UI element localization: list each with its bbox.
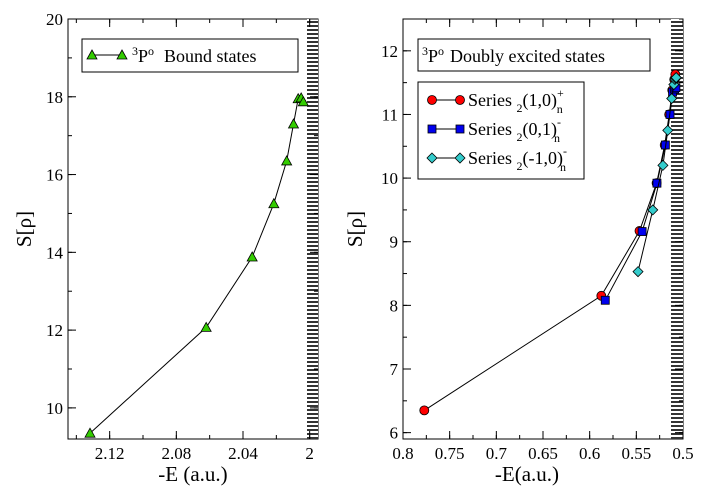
series-line xyxy=(89,97,304,434)
data-point xyxy=(297,96,310,107)
x-tick-label: 0.8 xyxy=(392,444,413,463)
y-tick-label: 9 xyxy=(390,233,399,252)
data-point xyxy=(652,178,662,188)
y-tick-labels-left: 10 12 14 16 18 20 xyxy=(46,10,64,418)
data-point xyxy=(670,71,682,84)
x-tick-labels-right: 0.8 0.75 0.7 0.65 0.6 0.55 0.5 xyxy=(392,444,693,463)
title-text-right: 3Po Doubly excited states xyxy=(422,44,605,66)
y-tick-label: 10 xyxy=(381,169,398,188)
series-line xyxy=(637,77,677,272)
x-tick-label: 2.04 xyxy=(228,444,258,463)
legend-left: 3Po Bound states xyxy=(81,38,299,73)
data-point xyxy=(657,159,669,171)
y-tick-label: 11 xyxy=(382,105,398,124)
x-tick-label: 0.65 xyxy=(528,444,558,463)
legend-marker xyxy=(427,124,437,134)
data-point xyxy=(662,124,674,136)
y-tick-labels-right: 6 7 8 9 10 11 12 xyxy=(381,42,399,443)
series-line xyxy=(604,87,677,301)
data-point xyxy=(600,295,610,305)
data-point xyxy=(632,266,644,278)
legend-label: Series 2(0,1)-n xyxy=(468,115,561,145)
y-tick-label: 12 xyxy=(381,42,398,61)
x-axis-label-left: -E (a.u.) xyxy=(158,462,227,486)
series-layer-left xyxy=(84,92,310,438)
doubly-excited-panel: 6 7 8 9 10 11 12 0.8 0.75 0.7 0.65 0.6 0.55 0.5 -E(a… xyxy=(343,18,694,486)
y-axis-label-right: S[ρ] xyxy=(343,211,367,247)
legend-marker xyxy=(455,124,465,134)
data-point xyxy=(268,197,280,209)
plot-frame-left xyxy=(67,18,319,440)
tick-marks-right xyxy=(402,18,684,439)
y-tick-label: 12 xyxy=(46,321,63,340)
legend-marker-triangle xyxy=(116,49,128,60)
series-layer-right xyxy=(419,69,682,416)
title-box-right xyxy=(417,38,651,72)
data-point xyxy=(246,251,258,262)
panel-title-right: 3Po Doubly excited states xyxy=(417,38,651,72)
data-point xyxy=(666,92,678,105)
legend-marker-triangle xyxy=(86,49,98,60)
x-tick-label: 2.12 xyxy=(95,444,125,463)
x-tick-label: 0.55 xyxy=(621,444,651,463)
y-tick-label: 6 xyxy=(390,424,399,443)
data-point xyxy=(84,427,96,438)
y-tick-label: 14 xyxy=(46,243,64,262)
y-axis-label-left: S[ρ] xyxy=(12,211,36,247)
legend-marker xyxy=(454,152,466,164)
y-tick-label: 16 xyxy=(46,166,63,185)
legend-marker xyxy=(455,95,465,105)
x-tick-labels-left: 2.12 2.08 2.04 2 xyxy=(95,444,314,463)
x-tick-label: 0.7 xyxy=(486,444,508,463)
x-axis-label-right: -E(a.u.) xyxy=(495,462,559,486)
x-tick-label: 0.5 xyxy=(672,444,693,463)
y-tick-label: 8 xyxy=(390,296,399,315)
x-tick-label: 0.75 xyxy=(435,444,465,463)
data-point xyxy=(647,204,659,216)
legend-box-right xyxy=(417,81,585,180)
legend-label: Series 2(1,0)+ n xyxy=(468,86,564,116)
y-tick-label: 20 xyxy=(46,10,63,29)
threshold-hatch-right xyxy=(671,19,683,439)
data-point xyxy=(419,405,430,416)
legend-label-bound: 3Po Bound states xyxy=(132,44,257,66)
data-point xyxy=(280,155,293,166)
y-tick-label: 10 xyxy=(46,399,63,418)
x-tick-label: 0.6 xyxy=(579,444,600,463)
data-point xyxy=(637,227,647,236)
data-point xyxy=(200,321,212,332)
y-tick-label: 7 xyxy=(390,360,399,379)
x-tick-label: 2.08 xyxy=(161,444,191,463)
legend-marker xyxy=(427,95,437,105)
threshold-hatch-left xyxy=(307,19,318,439)
y-tick-label: 18 xyxy=(46,88,63,107)
data-point xyxy=(287,118,300,129)
legend-label: Series 2(-1,0)-n xyxy=(468,144,567,174)
bound-states-panel: 10 12 14 16 18 20 2.12 2.08 2.04 2 -E (a.u.) S[ρ… xyxy=(12,10,319,486)
legend-marker xyxy=(426,152,438,164)
x-tick-label: 2 xyxy=(305,444,314,463)
tick-marks-left xyxy=(68,18,318,439)
